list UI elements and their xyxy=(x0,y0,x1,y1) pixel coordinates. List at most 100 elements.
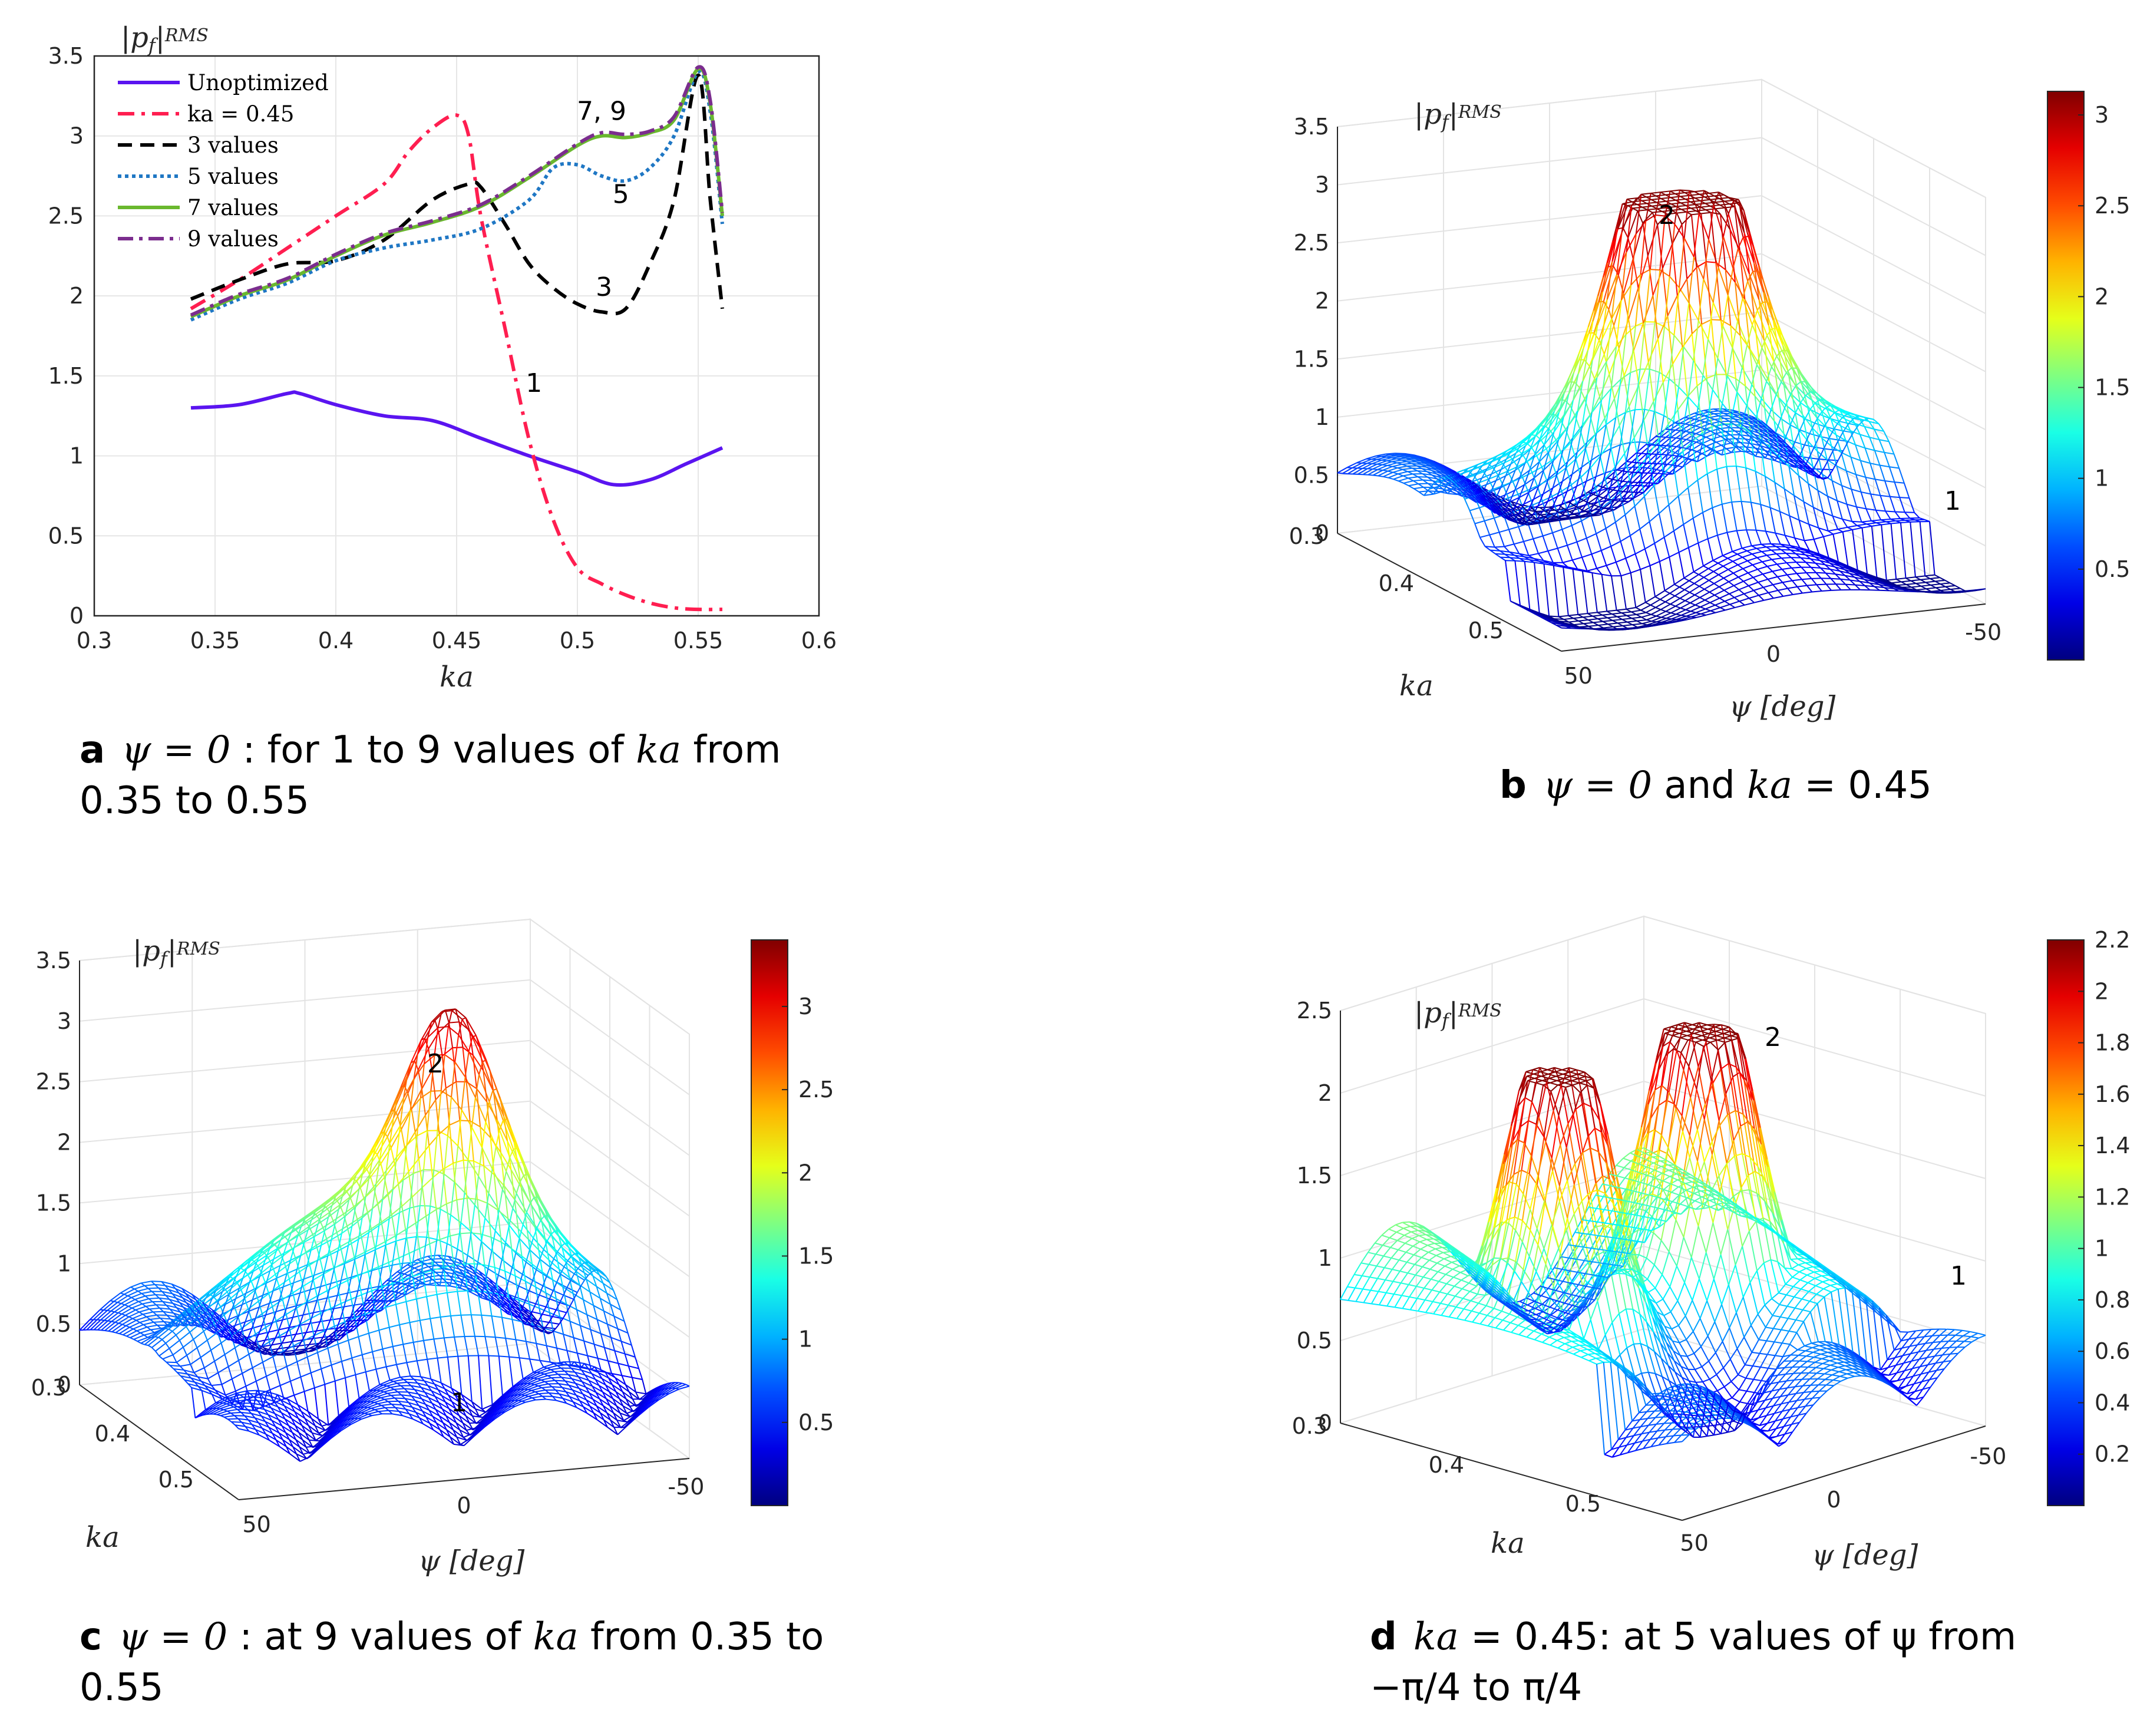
colorbar-tick-label: 0.4 xyxy=(2095,1390,2130,1415)
y-tick-label: 2.5 xyxy=(48,203,84,229)
surface-annotation: 1 xyxy=(451,1388,467,1418)
psi-axis-label: ψ [deg] xyxy=(418,1544,524,1577)
colorbar-tick-label: 2.5 xyxy=(2095,193,2130,219)
psi-tick-label: 50 xyxy=(1564,663,1593,689)
colorbar-tick-label: 1.6 xyxy=(2095,1081,2130,1107)
z-tick-label: 0 xyxy=(1315,520,1329,546)
y-axis-label: |pf|RMS xyxy=(121,21,209,57)
z-tick-label: 1.5 xyxy=(1297,1163,1332,1189)
colorbar-tick-label: 0.6 xyxy=(2095,1338,2130,1364)
ka-tick-label: 0.5 xyxy=(1468,618,1504,643)
x-axis-line xyxy=(1340,1423,1683,1521)
surface-annotation: 2 xyxy=(427,1049,444,1079)
z-tick-label: 2.5 xyxy=(36,1069,71,1095)
y-tick-label: 1 xyxy=(70,443,84,469)
panel-b-surface-plot: 0 0.5 1 1.5 2 2.5 3 3.5 0.3 0.4 0.5 50 0 -50 ka ψ [deg]… xyxy=(1289,78,2130,723)
ka-tick-label: 0.4 xyxy=(95,1421,130,1447)
z-tick-label: 1.5 xyxy=(1294,346,1329,372)
psi-tick-label: 50 xyxy=(1680,1530,1708,1556)
psi-tick-label: 50 xyxy=(242,1511,270,1537)
ka-axis-label: ka xyxy=(85,1521,120,1554)
colorbar-tick-label: 0.2 xyxy=(2095,1441,2130,1467)
psi-tick-label: -50 xyxy=(668,1474,704,1500)
z-tick-label: 2.5 xyxy=(1297,998,1332,1024)
x-tick-label: 0.3 xyxy=(77,628,112,654)
x-tick-label: 0.6 xyxy=(801,628,837,654)
legend-entry: Unoptimized xyxy=(187,70,329,95)
colorbar-tick-label: 1 xyxy=(2095,466,2109,491)
y-tick-label: 1.5 xyxy=(48,363,84,389)
legend-entry: 9 values xyxy=(187,226,279,252)
z-tick-label: 3.5 xyxy=(1294,114,1329,140)
x-tick-label: 0.5 xyxy=(560,628,595,654)
curve-annotation: 1 xyxy=(526,368,542,398)
colorbar-tick-label: 2 xyxy=(2095,978,2109,1004)
z-tick-label: 1 xyxy=(57,1250,71,1276)
y-tick-label: 2 xyxy=(70,283,84,309)
panel-d-surface-plot: 0 0.5 1 1.5 2 2.5 0.3 0.4 0.5 50 0 -50 ka ψ [deg] |pf|… xyxy=(1292,915,2130,1572)
colorbar-tick-label: 1.2 xyxy=(2095,1184,2130,1210)
caption-d: d ka = 0.45: at 5 values of ψ from −π/4 t… xyxy=(1370,1615,2017,1710)
colorbar-tick-label: 3 xyxy=(2095,102,2109,128)
z-tick-label: 3 xyxy=(1315,172,1329,198)
colorbar-tick-label: 1 xyxy=(798,1326,812,1352)
surface-annotation: 1 xyxy=(1944,486,1961,516)
psi-tick-label: 0 xyxy=(1766,641,1781,667)
psi-tick-label: -50 xyxy=(1970,1443,2006,1469)
z-axis-label: |pf|RMS xyxy=(133,935,220,970)
z-tick-label: 1.5 xyxy=(36,1190,71,1216)
curve-annotation: 7, 9 xyxy=(577,97,626,127)
panel-c-surface-plot: 0 0.5 1 1.5 2 2.5 3 3.5 0.3 0.4 0.5 50 0 -50 ka ψ [deg]… xyxy=(31,918,834,1577)
x-axis-line xyxy=(1337,533,1562,652)
x-tick-label: 0.4 xyxy=(318,628,354,654)
colorbar-tick-label: 1.4 xyxy=(2095,1133,2130,1159)
surface-annotation: 2 xyxy=(1659,200,1675,230)
y-tick-label: 0.5 xyxy=(48,523,84,549)
psi-axis-label: ψ [deg] xyxy=(1812,1539,1918,1572)
ka-axis-label: ka xyxy=(1399,669,1434,702)
psi-axis-label: ψ [deg] xyxy=(1729,690,1835,723)
y-axis-line xyxy=(1561,603,1986,652)
colorbar-tick-label: 0.5 xyxy=(798,1410,834,1435)
z-axis-label: |pf|RMS xyxy=(1414,98,1502,133)
x-tick-label: 0.35 xyxy=(190,628,240,654)
colorbar-tick-label: 2.5 xyxy=(798,1077,834,1103)
series-line-5-values xyxy=(190,70,724,322)
z-tick-label: 0.5 xyxy=(1297,1328,1332,1354)
panel-a-line-chart: 0.3 0.35 0.4 0.45 0.5 0.55 0.6 0 0.5 1 1.5 2 2.5 3 3.5… xyxy=(48,21,837,694)
z-axis-label: |pf|RMS xyxy=(1414,996,1502,1032)
colorbar-tick-label: 1 xyxy=(2095,1236,2109,1262)
z-tick-label: 0 xyxy=(1318,1410,1332,1436)
legend-entry: 7 values xyxy=(187,195,279,220)
ka-tick-label: 0.4 xyxy=(1429,1452,1464,1478)
z-tick-label: 3.5 xyxy=(36,948,71,973)
x-axis-line xyxy=(79,1384,239,1500)
surface-annotation: 2 xyxy=(1765,1022,1781,1052)
ka-tick-label: 0.3 xyxy=(1292,1413,1327,1439)
colorbar-tick-label: 2.2 xyxy=(2095,927,2130,953)
figure-canvas: 0.3 0.35 0.4 0.45 0.5 0.55 0.600.511.522.533.5… xyxy=(31,21,2131,1577)
y-axis-line xyxy=(238,1458,690,1500)
y-tick-label: 3 xyxy=(70,123,84,149)
surface-mesh xyxy=(1337,189,1986,631)
z-tick-label: 2 xyxy=(57,1130,71,1156)
z-tick-label: 0 xyxy=(57,1372,71,1398)
y-tick-label: 0 xyxy=(70,603,84,629)
ka-tick-label: 0.3 xyxy=(31,1375,67,1401)
y-axis-line xyxy=(1682,1425,1986,1521)
surface-mesh xyxy=(1340,1022,1986,1458)
y-tick-label: 3.5 xyxy=(48,43,84,69)
colorbar-tick-label: 1.5 xyxy=(2095,375,2130,401)
colorbar xyxy=(751,939,788,1506)
legend-entry: ka = 0.45 xyxy=(187,101,294,127)
z-tick-label: 0.5 xyxy=(36,1311,71,1337)
z-tick-label: 0.5 xyxy=(1294,462,1329,488)
curve-annotation: 5 xyxy=(613,180,629,210)
legend: Unoptimized ka = 0.45 3 values 5 values 7 va… xyxy=(118,70,329,252)
plot-frame xyxy=(93,55,820,617)
ka-tick-label: 0.5 xyxy=(1565,1491,1601,1517)
z-tick-label: 2.5 xyxy=(1294,230,1329,256)
series-line-unoptimized xyxy=(190,390,724,487)
x-axis-label: ka xyxy=(440,661,474,694)
